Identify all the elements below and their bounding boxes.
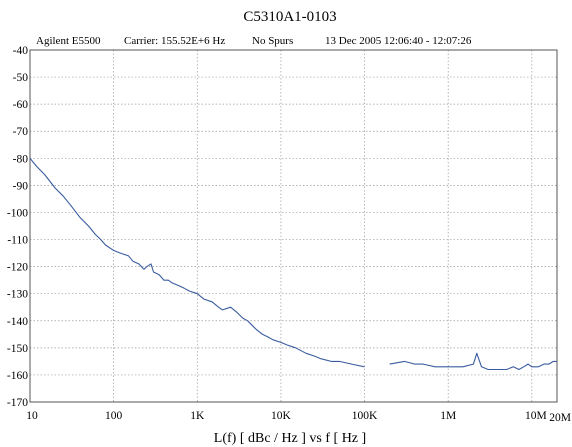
spurs-label: No Spurs [252,35,293,47]
y-tick-label: -60 [13,99,29,111]
noise-trace-1 [29,157,365,368]
x-tick-label: 1K [190,410,205,422]
grid-lines [29,49,558,403]
x-tick-label: 10M [525,410,547,422]
x-tick-label: 1M [440,410,456,422]
y-tick-label: -170 [7,397,28,409]
plot-frame [29,49,558,403]
carrier-label: Carrier: 155.52E+6 Hz [124,35,225,47]
y-tick-label: -110 [7,235,28,247]
x-tick-label: 100 [105,410,123,422]
x-tick-label: 20M [549,412,571,424]
y-tick-label: -140 [7,316,28,328]
chart-title: C5310A1-0103 [243,9,336,25]
noise-traces [29,157,557,371]
timestamp-label: 13 Dec 2005 12:06:40 - 12:07:26 [325,35,472,47]
instrument-label: Agilent E5500 [36,35,101,47]
x-tick-label: 10K [271,410,292,422]
x-tick-label: 100K [352,410,378,422]
y-tick-label: -70 [13,126,29,138]
y-tick-label: -40 [13,45,29,57]
y-tick-label: -150 [7,343,28,355]
y-axis-ticks: -40 -50 -60 -70 -80 -90 -100 -110 -120 -130 -140 -1… [7,45,28,409]
y-tick-label: -90 [13,180,29,192]
x-axis-ticks: 10 100 1K 10K 100K 1M 10M 20M [26,410,571,424]
x-axis-label: L(f) [ dBc / Hz ] vs f [ Hz ] [214,431,366,446]
y-tick-label: -80 [13,153,29,165]
x-tick-label: 10 [26,410,38,422]
y-tick-label: -120 [7,262,28,274]
noise-trace-2 [389,352,557,371]
y-tick-label: -130 [7,289,28,301]
y-tick-label: -160 [7,370,28,382]
y-tick-label: -50 [13,72,29,84]
y-tick-label: -100 [7,207,28,219]
